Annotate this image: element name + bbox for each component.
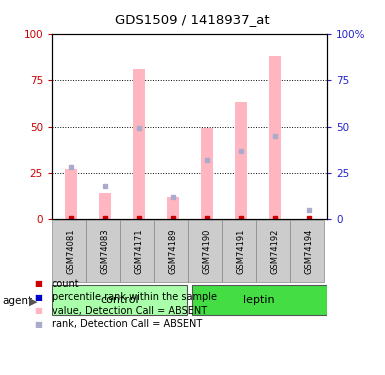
- Bar: [133, 69, 145, 219]
- Bar: [154, 220, 188, 282]
- Text: leptin: leptin: [243, 295, 275, 305]
- Bar: [99, 194, 110, 219]
- Bar: [223, 220, 256, 282]
- Bar: [121, 220, 154, 282]
- Text: agent: agent: [2, 297, 32, 306]
- Bar: [290, 220, 324, 282]
- Text: GSM74083: GSM74083: [100, 228, 109, 274]
- Bar: [234, 102, 246, 219]
- Text: rank, Detection Call = ABSENT: rank, Detection Call = ABSENT: [52, 320, 202, 329]
- Bar: [52, 285, 187, 315]
- Bar: [256, 220, 290, 282]
- Bar: [192, 285, 327, 315]
- Bar: [87, 220, 120, 282]
- Text: percentile rank within the sample: percentile rank within the sample: [52, 292, 217, 302]
- Text: GSM74190: GSM74190: [202, 228, 211, 274]
- Text: count: count: [52, 279, 80, 289]
- Text: ▶: ▶: [29, 297, 37, 306]
- Text: control: control: [100, 295, 139, 305]
- Bar: [269, 56, 281, 219]
- Text: GSM74194: GSM74194: [304, 228, 313, 274]
- Bar: [188, 220, 222, 282]
- Text: GSM74189: GSM74189: [168, 228, 177, 274]
- Text: ■: ■: [35, 293, 42, 302]
- Bar: [201, 128, 213, 219]
- Bar: [167, 197, 179, 219]
- Text: GSM74192: GSM74192: [270, 228, 279, 274]
- Text: ■: ■: [35, 306, 42, 315]
- Text: GDS1509 / 1418937_at: GDS1509 / 1418937_at: [115, 13, 270, 26]
- Text: GSM74171: GSM74171: [134, 228, 143, 274]
- Text: GSM74191: GSM74191: [236, 228, 245, 274]
- Text: ■: ■: [35, 279, 42, 288]
- Bar: [52, 220, 86, 282]
- Text: ■: ■: [35, 320, 42, 329]
- Text: value, Detection Call = ABSENT: value, Detection Call = ABSENT: [52, 306, 207, 316]
- Text: GSM74081: GSM74081: [66, 228, 75, 274]
- Bar: [65, 169, 77, 219]
